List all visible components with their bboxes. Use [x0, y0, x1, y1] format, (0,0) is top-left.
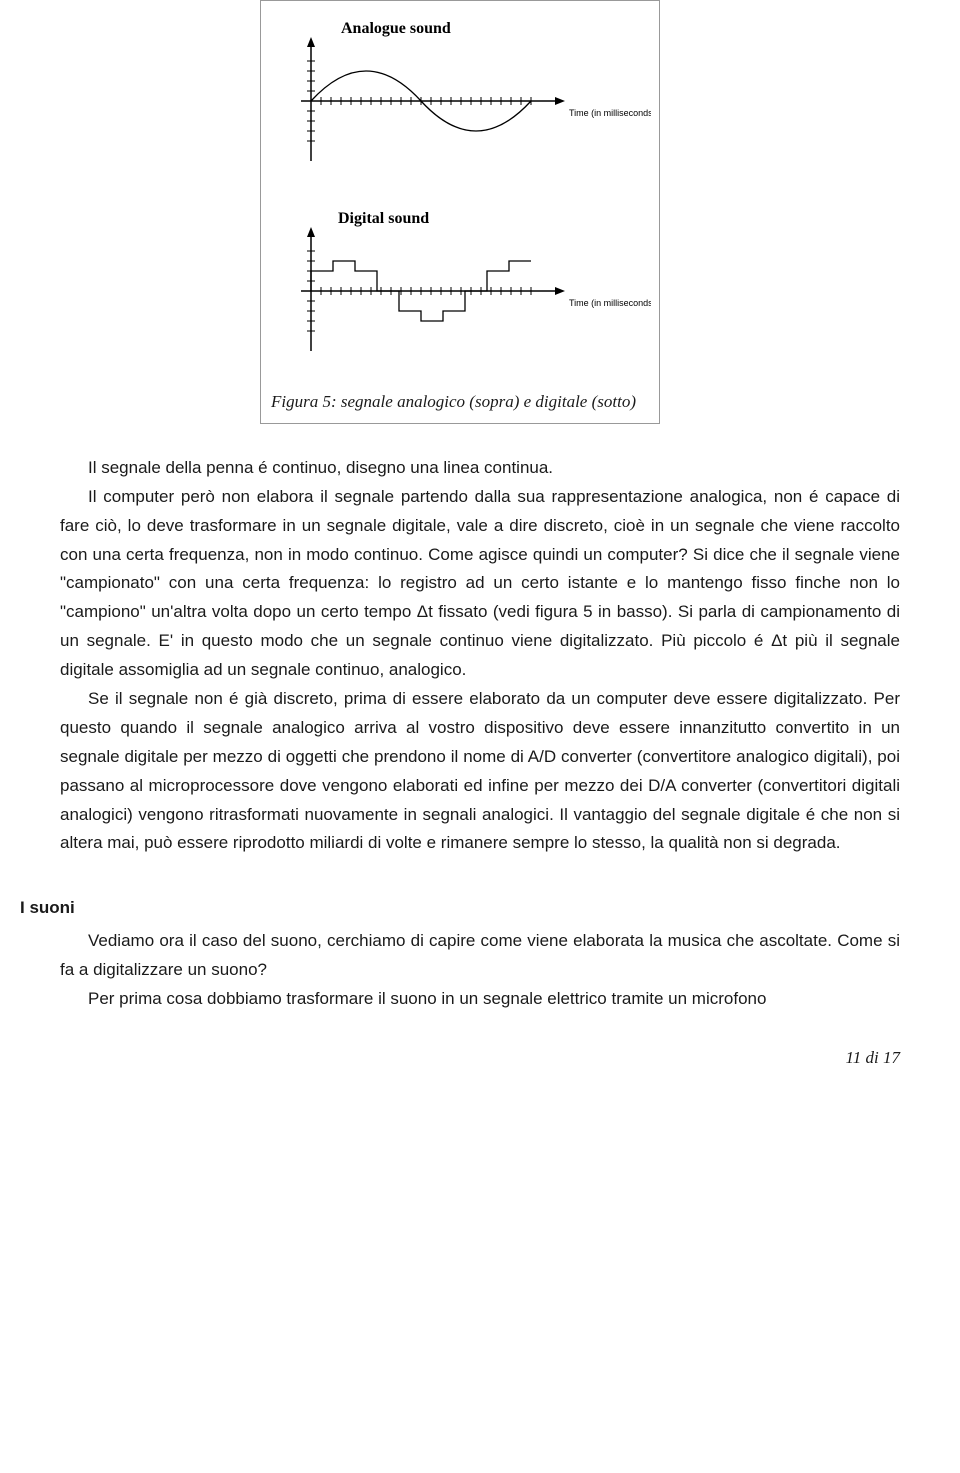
analog-title: Analogue sound [341, 20, 451, 37]
paragraph-1: Il segnale della penna é continuo, diseg… [60, 454, 900, 483]
analog-xlabel: Time (in milliseconds) [569, 108, 651, 118]
digital-xlabel: Time (in milliseconds) [569, 298, 651, 308]
body-text: Il segnale della penna é continuo, diseg… [60, 454, 900, 1014]
figure-box: Analogue sound [260, 0, 660, 424]
paragraph-4: Vediamo ora il caso del suono, cerchiamo… [60, 927, 900, 985]
digital-chart: Digital sound [271, 201, 649, 381]
digital-title: Digital sound [338, 210, 429, 227]
paragraph-2: Il computer però non elabora il segnale … [60, 483, 900, 685]
section-heading: I suoni [20, 894, 900, 923]
analog-chart: Analogue sound [271, 11, 649, 191]
page-number: 11 di 17 [60, 1044, 900, 1073]
paragraph-5: Per prima cosa dobbiamo trasformare il s… [60, 985, 900, 1014]
paragraph-3: Se il segnale non é già discreto, prima … [60, 685, 900, 858]
figure-caption: Figura 5: segnale analogico (sopra) e di… [271, 391, 649, 413]
